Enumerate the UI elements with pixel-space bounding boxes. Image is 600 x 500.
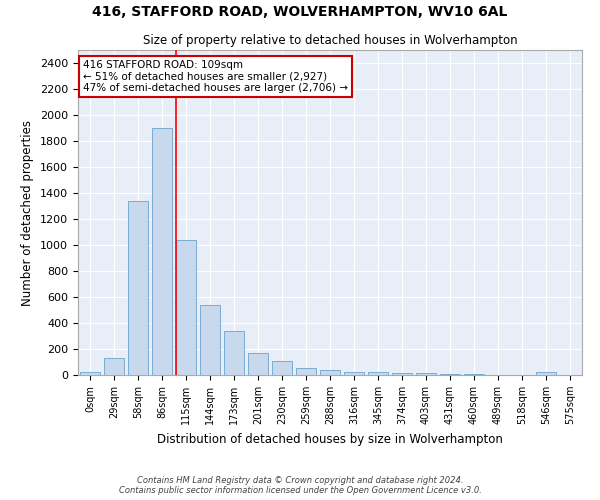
Bar [200, 305, 220, 375]
Text: 416, STAFFORD ROAD, WOLVERHAMPTON, WV10 6AL: 416, STAFFORD ROAD, WOLVERHAMPTON, WV10 … [92, 5, 508, 19]
X-axis label: Distribution of detached houses by size in Wolverhampton: Distribution of detached houses by size … [157, 432, 503, 446]
Title: Size of property relative to detached houses in Wolverhampton: Size of property relative to detached ho… [143, 34, 517, 48]
Bar [152, 128, 172, 375]
Bar [344, 372, 364, 375]
Text: 416 STAFFORD ROAD: 109sqm
← 51% of detached houses are smaller (2,927)
47% of se: 416 STAFFORD ROAD: 109sqm ← 51% of detac… [83, 60, 348, 93]
Bar [128, 201, 148, 375]
Bar [248, 353, 268, 375]
Bar [296, 368, 316, 375]
Bar [272, 360, 292, 375]
Bar [416, 374, 436, 375]
Text: Contains HM Land Registry data © Crown copyright and database right 2024.
Contai: Contains HM Land Registry data © Crown c… [119, 476, 481, 495]
Bar [176, 240, 196, 375]
Bar [464, 374, 484, 375]
Bar [104, 358, 124, 375]
Bar [392, 373, 412, 375]
Bar [224, 331, 244, 375]
Bar [536, 372, 556, 375]
Y-axis label: Number of detached properties: Number of detached properties [22, 120, 34, 306]
Bar [80, 372, 100, 375]
Bar [320, 370, 340, 375]
Bar [440, 374, 460, 375]
Bar [368, 372, 388, 375]
